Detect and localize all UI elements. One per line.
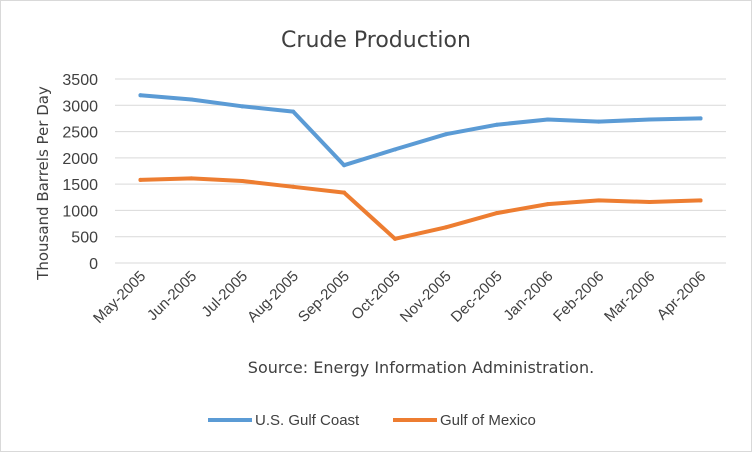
data-point-1-4 bbox=[342, 190, 347, 195]
data-point-0-5 bbox=[393, 147, 398, 152]
series-lines bbox=[138, 93, 703, 241]
x-tick-label-1: Jun-2005 bbox=[144, 268, 200, 324]
data-point-1-3 bbox=[291, 184, 296, 189]
data-point-0-9 bbox=[596, 119, 601, 124]
y-tick-label-4: 2000 bbox=[62, 151, 98, 168]
data-point-1-2 bbox=[240, 178, 245, 183]
legend-label-gulf-of-mexico: Gulf of Mexico bbox=[440, 412, 536, 429]
y-tick-label-3: 1500 bbox=[62, 177, 98, 194]
data-point-1-6 bbox=[443, 225, 448, 230]
data-point-0-7 bbox=[494, 122, 499, 127]
legend-label-us-gulf-coast: U.S. Gulf Coast bbox=[255, 412, 360, 429]
data-point-0-4 bbox=[342, 163, 347, 168]
data-point-1-7 bbox=[494, 211, 499, 216]
x-tick-label-2: Jul-2005 bbox=[198, 268, 251, 321]
legend-item-us-gulf-coast: U.S. Gulf Coast bbox=[208, 412, 360, 429]
y-axis-ticks: 0 500 1000 1500 2000 2500 3000 3500 bbox=[62, 72, 98, 273]
data-point-1-9 bbox=[596, 198, 601, 203]
y-axis-label: Thousand Barrels Per Day bbox=[34, 86, 52, 281]
chart-title: Crude Production bbox=[281, 28, 471, 53]
series-line-1 bbox=[138, 176, 703, 241]
y-tick-label-1: 500 bbox=[71, 230, 98, 247]
x-tick-label-7: Dec-2005 bbox=[448, 268, 506, 326]
x-tick-label-6: Nov-2005 bbox=[397, 268, 455, 326]
y-tick-label-2: 1000 bbox=[62, 203, 98, 220]
data-point-1-5 bbox=[393, 236, 398, 241]
x-axis-label: Source: Energy Information Administratio… bbox=[248, 358, 594, 377]
x-tick-label-5: Oct-2005 bbox=[348, 268, 404, 324]
data-point-1-0 bbox=[138, 177, 143, 182]
x-tick-label-9: Feb-2006 bbox=[550, 268, 607, 325]
gridlines bbox=[115, 78, 726, 264]
data-point-0-8 bbox=[545, 117, 550, 122]
data-point-0-6 bbox=[443, 132, 448, 137]
data-point-1-1 bbox=[189, 176, 194, 181]
x-tick-label-10: Mar-2006 bbox=[601, 268, 658, 325]
data-point-0-11 bbox=[698, 116, 703, 121]
data-point-0-0 bbox=[138, 93, 143, 98]
x-tick-label-3: Aug-2005 bbox=[244, 268, 302, 326]
data-point-0-1 bbox=[189, 97, 194, 102]
data-point-0-3 bbox=[291, 109, 296, 114]
legend: U.S. Gulf Coast Gulf of Mexico bbox=[208, 412, 536, 429]
y-tick-label-0: 0 bbox=[89, 256, 98, 273]
y-tick-label-5: 2500 bbox=[62, 125, 98, 142]
y-tick-label-7: 3500 bbox=[62, 72, 98, 89]
legend-item-gulf-of-mexico: Gulf of Mexico bbox=[393, 412, 536, 429]
x-tick-label-0: May-2005 bbox=[90, 268, 149, 327]
data-point-1-8 bbox=[545, 202, 550, 207]
data-point-1-11 bbox=[698, 198, 703, 203]
data-point-0-10 bbox=[647, 117, 652, 122]
data-point-0-2 bbox=[240, 104, 245, 109]
x-tick-label-11: Apr-2006 bbox=[654, 268, 710, 324]
y-tick-label-6: 3000 bbox=[62, 98, 98, 115]
x-tick-label-4: Sep-2005 bbox=[295, 268, 353, 326]
x-tick-label-8: Jan-2006 bbox=[500, 268, 556, 324]
data-point-1-10 bbox=[647, 200, 652, 205]
x-axis-ticks: May-2005Jun-2005Jul-2005Aug-2005Sep-2005… bbox=[90, 268, 709, 327]
series-line-0 bbox=[138, 93, 703, 168]
